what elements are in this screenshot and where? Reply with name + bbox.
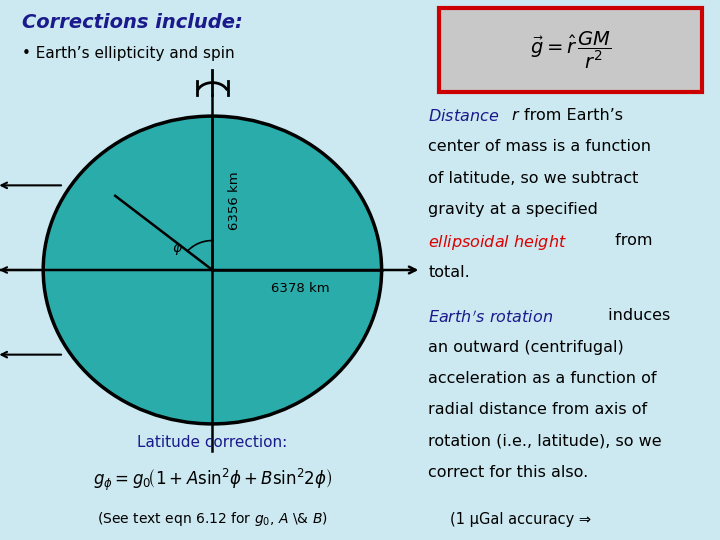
- Text: acceleration as a function of: acceleration as a function of: [428, 371, 657, 386]
- Text: 6356 km: 6356 km: [228, 171, 241, 230]
- Text: $\mathbf{\mathit{ellipsoidal\ height}}$: $\mathbf{\mathit{ellipsoidal\ height}}$: [428, 233, 567, 252]
- Text: induces: induces: [603, 308, 670, 323]
- FancyBboxPatch shape: [439, 8, 702, 92]
- Text: gravity at a specified: gravity at a specified: [428, 202, 598, 217]
- Text: $\vec{g} = \hat{r}\,\dfrac{GM}{r^2}$: $\vec{g} = \hat{r}\,\dfrac{GM}{r^2}$: [530, 29, 611, 71]
- Text: an outward (centrifugal): an outward (centrifugal): [428, 340, 624, 355]
- Text: correct for this also.: correct for this also.: [428, 465, 589, 480]
- Text: from: from: [610, 233, 652, 248]
- Text: of latitude, so we subtract: of latitude, so we subtract: [428, 171, 639, 186]
- Text: $\mathit{r}$: $\mathit{r}$: [511, 108, 521, 123]
- Text: center of mass is a function: center of mass is a function: [428, 139, 652, 154]
- Text: 6378 km: 6378 km: [271, 282, 330, 295]
- Text: radial distance from axis of: radial distance from axis of: [428, 402, 647, 417]
- Text: (See text eqn 6.12 for $g_0$, $A$ \& $B$): (See text eqn 6.12 for $g_0$, $A$ \& $B$…: [97, 510, 328, 528]
- Text: rotation (i.e., latitude), so we: rotation (i.e., latitude), so we: [428, 434, 662, 449]
- Text: $\mathbf{\mathit{Earth's\ rotation}}$: $\mathbf{\mathit{Earth's\ rotation}}$: [428, 308, 554, 326]
- Text: φ: φ: [173, 241, 182, 255]
- Text: Latitude correction:: Latitude correction:: [138, 435, 287, 450]
- Text: (1 μGal accuracy ⇒: (1 μGal accuracy ⇒: [450, 512, 591, 527]
- Ellipse shape: [43, 116, 382, 424]
- Text: $\mathbf{\mathit{Distance}}$: $\mathbf{\mathit{Distance}}$: [428, 108, 500, 124]
- Text: • Earth’s ellipticity and spin: • Earth’s ellipticity and spin: [22, 46, 234, 61]
- Text: from Earth’s: from Earth’s: [524, 108, 623, 123]
- Text: $g_\phi = g_0\!\left(1 + A\sin^2\!\phi + B\sin^2\!2\phi\right)$: $g_\phi = g_0\!\left(1 + A\sin^2\!\phi +…: [93, 467, 332, 494]
- Text: total.: total.: [428, 265, 470, 280]
- Text: Corrections include:: Corrections include:: [22, 14, 243, 32]
